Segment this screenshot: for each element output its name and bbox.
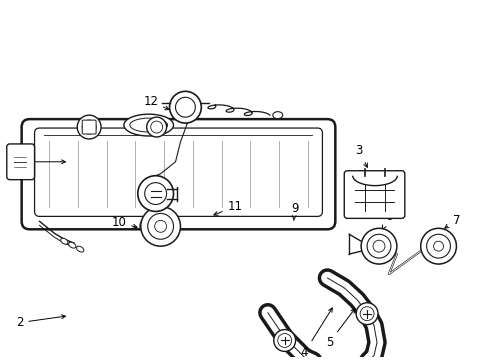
Circle shape: [355, 303, 377, 325]
Circle shape: [77, 115, 101, 139]
Circle shape: [146, 117, 166, 137]
FancyBboxPatch shape: [21, 119, 335, 229]
FancyBboxPatch shape: [7, 144, 35, 180]
Text: 12: 12: [143, 95, 169, 110]
Circle shape: [372, 240, 384, 252]
Circle shape: [82, 120, 96, 134]
Ellipse shape: [61, 238, 68, 244]
Circle shape: [426, 234, 449, 258]
FancyBboxPatch shape: [344, 171, 404, 219]
Text: 9: 9: [290, 202, 298, 221]
Circle shape: [169, 91, 201, 123]
Text: 7: 7: [444, 214, 459, 228]
Circle shape: [366, 234, 390, 258]
Text: 5: 5: [325, 309, 354, 349]
Ellipse shape: [68, 242, 76, 248]
Circle shape: [144, 183, 166, 204]
Ellipse shape: [123, 114, 173, 136]
Ellipse shape: [130, 118, 167, 132]
Circle shape: [273, 329, 295, 351]
Circle shape: [150, 121, 163, 133]
Text: 3: 3: [355, 144, 366, 167]
Text: 10: 10: [111, 216, 137, 229]
Circle shape: [433, 241, 443, 251]
Circle shape: [147, 213, 173, 239]
Text: 4: 4: [300, 308, 332, 359]
Circle shape: [154, 220, 166, 232]
Text: 8: 8: [145, 192, 161, 211]
Circle shape: [420, 228, 455, 264]
Text: 11: 11: [213, 200, 242, 215]
Text: 2: 2: [16, 315, 65, 329]
Ellipse shape: [77, 246, 84, 252]
Text: 1: 1: [16, 155, 65, 168]
Circle shape: [141, 207, 180, 246]
Text: 6: 6: [382, 210, 392, 229]
Ellipse shape: [272, 112, 282, 119]
FancyBboxPatch shape: [82, 120, 96, 134]
Circle shape: [277, 333, 291, 347]
Circle shape: [138, 176, 173, 211]
Circle shape: [361, 228, 396, 264]
Circle shape: [359, 307, 373, 321]
Circle shape: [175, 97, 195, 117]
